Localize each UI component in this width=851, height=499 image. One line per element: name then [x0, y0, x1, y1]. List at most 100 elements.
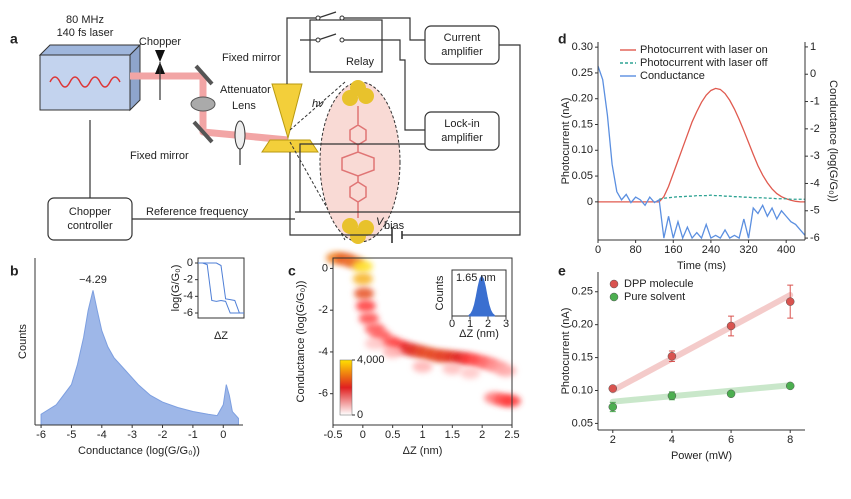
y-axis-label: Photocurrent (nA): [560, 98, 572, 185]
legend-label: Pure solvent: [624, 291, 685, 303]
point: [726, 389, 736, 399]
label: amplifier: [441, 132, 483, 144]
point: [608, 402, 618, 412]
x-axis-label: ΔZ (nm): [403, 445, 443, 457]
y-tick-label: 0: [322, 262, 328, 274]
y-tick-label: 0: [587, 196, 593, 208]
molecule: [341, 106, 375, 218]
gold-atom: [350, 80, 366, 96]
y2-tick-label: -2: [810, 123, 820, 135]
y-tick-label: 0.10: [572, 384, 593, 396]
panel-label: d: [558, 31, 567, 47]
x-tick-label: 1: [419, 429, 425, 441]
junction-zoom: [319, 81, 401, 243]
area: [468, 274, 495, 317]
y-tick-label: 0.20: [572, 93, 593, 105]
legend-label: Conductance: [640, 70, 705, 82]
label: hν: [312, 98, 324, 110]
x-tick-label: 2: [610, 434, 616, 446]
relay-box: [309, 19, 383, 73]
label: Relay: [346, 56, 375, 68]
x-tick-label: 240: [702, 244, 720, 256]
x-tick-label: -1: [188, 429, 198, 441]
label: Attenuator: [220, 84, 271, 96]
pulse: [49, 76, 121, 88]
fit-line: [609, 292, 794, 394]
x-axis-label: ΔZ (nm): [459, 328, 499, 340]
point: [667, 352, 677, 361]
gold-atom: [350, 228, 366, 244]
y-axis-label: log(G/G₀): [170, 265, 182, 312]
y-tick-label: 0.30: [572, 41, 593, 53]
label: Current: [444, 32, 481, 44]
y-tick-label: 0.25: [572, 286, 593, 298]
x-tick-label: 80: [630, 244, 642, 256]
panel-label: b: [10, 263, 19, 279]
mirror: [192, 120, 214, 144]
x-tick-label: 4: [669, 434, 675, 446]
x-tick-label: 2: [485, 318, 491, 330]
legend-swatch: [609, 279, 619, 289]
y-axis-label: Counts: [17, 324, 29, 359]
y2-tick-label: 1: [810, 41, 816, 53]
x-tick-label: 1: [467, 318, 473, 330]
x-axis-label: Conductance (log(G/G₀)): [78, 445, 200, 457]
x-tick-label: -0.5: [324, 429, 343, 441]
x-tick-label: 320: [739, 244, 757, 256]
legend-swatch: [609, 292, 619, 302]
x-tick-label: 0: [220, 429, 226, 441]
x-tick-label: 160: [664, 244, 682, 256]
density-cell: [354, 287, 375, 300]
mirror: [194, 64, 214, 86]
density-cell: [500, 394, 521, 407]
lock-in-amplifier: [424, 111, 500, 151]
x-tick-label: -5: [67, 429, 77, 441]
zoom-line: [289, 141, 346, 241]
line-series: [198, 262, 244, 314]
density-cell: [364, 337, 385, 350]
legend-label: Photocurrent with laser off: [640, 57, 769, 69]
x-axis-label: ΔZ: [214, 330, 228, 342]
label: bias: [384, 220, 405, 232]
density-cell: [442, 362, 463, 375]
x-tick-label: 3: [503, 318, 509, 330]
legend-label: Photocurrent with laser on: [640, 44, 768, 56]
y-tick-label: -6: [183, 307, 193, 319]
label: Fixed mirror: [222, 52, 281, 64]
density-cell: [382, 345, 403, 358]
y-tick-label: -6: [318, 388, 328, 400]
point: [726, 321, 736, 331]
density-cell: [412, 360, 433, 373]
label: 140 fs laser: [57, 27, 114, 39]
annotation: 1.65 nm: [456, 272, 496, 284]
y2-tick-label: 0: [810, 68, 816, 80]
y-tick-label: 0.05: [572, 417, 593, 429]
colorbar: [339, 359, 353, 416]
substrate: [261, 139, 319, 153]
laser-box: [39, 54, 131, 111]
label: V: [376, 216, 385, 228]
density-cell: [358, 312, 379, 325]
annotation: −4.29: [79, 274, 107, 286]
y2-tick-label: -6: [810, 232, 820, 244]
legend-label: DPP molecule: [624, 278, 694, 290]
density-cell: [460, 366, 481, 379]
x-tick-label: 0.5: [385, 429, 400, 441]
y-tick-label: -4: [318, 346, 328, 358]
x-axis-label: Time (ms): [677, 260, 726, 272]
y-tick-label: 0.05: [572, 170, 593, 182]
x-tick-label: 0: [595, 244, 601, 256]
battery: [391, 227, 403, 243]
x-tick-label: -3: [127, 429, 137, 441]
lens: [234, 120, 246, 150]
x-tick-label: 400: [777, 244, 795, 256]
y2-tick-label: -3: [810, 150, 820, 162]
y-tick-label: -2: [318, 304, 328, 316]
label: Chopper: [69, 206, 112, 218]
laser-top: [38, 44, 142, 56]
label: Lens: [232, 100, 256, 112]
y2-axis-label: Conductance (log(G/G₀)): [827, 80, 839, 202]
y-axis-label: Conductance (log(G/G₀)): [295, 281, 307, 403]
x-tick-label: -2: [158, 429, 168, 441]
point: [608, 384, 618, 393]
